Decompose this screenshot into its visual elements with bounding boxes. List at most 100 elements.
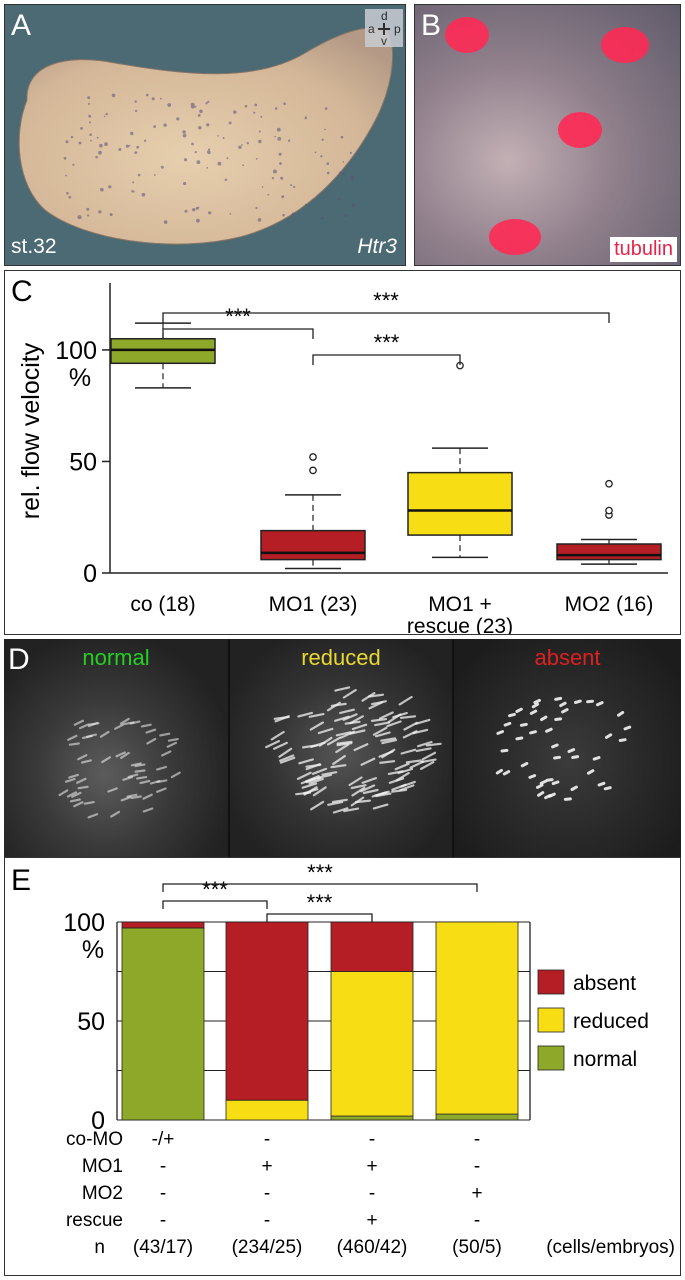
legend-label-absent: absent bbox=[573, 972, 636, 995]
cilium-streak bbox=[166, 741, 177, 748]
speckle bbox=[98, 210, 102, 214]
cilium-streak bbox=[149, 779, 161, 785]
cilium-streak bbox=[394, 762, 410, 771]
legend-label-normal: normal bbox=[573, 1048, 637, 1071]
cilium-streak bbox=[378, 750, 394, 758]
y-tick-label: 100 bbox=[55, 337, 97, 365]
cilium-streak bbox=[545, 727, 553, 733]
bar-segment-absent bbox=[121, 921, 205, 929]
speckle bbox=[233, 110, 237, 114]
speckle bbox=[276, 127, 281, 132]
dorsal-label: d bbox=[381, 9, 388, 23]
speckle bbox=[351, 179, 354, 182]
speckle bbox=[282, 213, 285, 217]
y-unit-label: % bbox=[82, 936, 104, 964]
speckle bbox=[88, 102, 90, 105]
speckle bbox=[151, 97, 155, 101]
speckle bbox=[98, 150, 102, 155]
x-category-label: MO2 (16) bbox=[565, 593, 654, 616]
speckle bbox=[342, 161, 345, 163]
cilium-streak bbox=[265, 739, 280, 749]
cilium-streak bbox=[561, 708, 569, 714]
cilia-dots-overlay bbox=[58, 686, 632, 819]
n-value: (50/5) bbox=[452, 1237, 502, 1258]
cilium-streak bbox=[548, 792, 556, 798]
speckle bbox=[304, 203, 307, 206]
speckle bbox=[141, 192, 146, 197]
cilium-streak bbox=[86, 733, 98, 738]
speckle bbox=[197, 206, 200, 209]
condition-value: - bbox=[369, 1129, 375, 1150]
cilium-streak bbox=[360, 757, 376, 766]
n-value: (460/42) bbox=[337, 1237, 408, 1258]
speckle bbox=[324, 128, 326, 131]
cilium-streak bbox=[64, 777, 76, 783]
speckle bbox=[257, 218, 262, 222]
cilium-streak bbox=[334, 715, 350, 722]
speckle bbox=[199, 109, 203, 114]
speckle bbox=[87, 214, 90, 217]
condition-row-label: MO2 bbox=[82, 1183, 123, 1204]
cilium-streak bbox=[361, 777, 377, 784]
speckle bbox=[182, 130, 186, 134]
box-3 bbox=[556, 543, 662, 561]
speckle bbox=[80, 127, 83, 130]
speckle bbox=[194, 151, 197, 154]
bar-segment-normal bbox=[121, 927, 205, 1121]
cilium-streak bbox=[301, 782, 318, 789]
cilium-streak bbox=[420, 758, 437, 764]
speckle bbox=[183, 158, 188, 162]
cilium-streak bbox=[414, 718, 431, 725]
speckle bbox=[105, 112, 108, 116]
speckle bbox=[99, 143, 103, 148]
speckle bbox=[254, 103, 258, 107]
speckle bbox=[339, 171, 342, 174]
n-unit-label: (cells/embryos) bbox=[546, 1237, 675, 1258]
cilium-streak bbox=[321, 771, 338, 776]
tubulin-illustration bbox=[445, 17, 649, 255]
cilium-streak bbox=[302, 788, 319, 795]
speckle bbox=[342, 173, 346, 176]
speckle bbox=[95, 155, 98, 159]
cilium-streak bbox=[304, 775, 320, 783]
cilium-streak bbox=[500, 748, 509, 753]
tubulin-label: tubulin bbox=[610, 237, 677, 262]
cilium-streak bbox=[334, 686, 351, 692]
speckle bbox=[96, 136, 99, 139]
cilium-streak bbox=[77, 785, 89, 790]
cilium-streak bbox=[349, 715, 364, 725]
cilium-streak bbox=[425, 742, 442, 747]
box-1 bbox=[260, 529, 366, 561]
condition-value: + bbox=[261, 1156, 272, 1177]
cilium-streak bbox=[87, 721, 99, 728]
n-value: (234/25) bbox=[232, 1237, 303, 1258]
condition-value: - bbox=[264, 1129, 270, 1150]
significance-stars: *** bbox=[374, 330, 400, 355]
cilium-streak bbox=[129, 720, 141, 725]
panel-b-letter: B bbox=[421, 9, 442, 42]
cilium-streak bbox=[167, 737, 179, 742]
cilium-streak bbox=[529, 730, 537, 735]
cilium-streak bbox=[130, 795, 142, 799]
speckle bbox=[228, 121, 232, 125]
speckle bbox=[206, 167, 209, 169]
cilium-streak bbox=[146, 737, 157, 745]
cilium-streak bbox=[360, 784, 376, 793]
cilium-streak bbox=[537, 791, 545, 797]
speckle bbox=[153, 125, 157, 128]
speckle bbox=[163, 123, 167, 127]
speckle bbox=[258, 139, 262, 144]
cilium-streak bbox=[327, 801, 344, 806]
cilium-streak bbox=[540, 715, 548, 722]
speckle bbox=[109, 213, 113, 217]
speckle bbox=[206, 123, 210, 127]
cilium-streak bbox=[309, 721, 324, 731]
cilium-streak bbox=[326, 701, 341, 712]
speckle bbox=[326, 162, 330, 165]
speckle bbox=[246, 142, 249, 145]
cilium-streak bbox=[386, 720, 402, 728]
cilium-streak bbox=[554, 696, 563, 701]
speckle bbox=[272, 169, 277, 174]
cilium-streak bbox=[519, 722, 528, 727]
speckle bbox=[89, 133, 92, 136]
